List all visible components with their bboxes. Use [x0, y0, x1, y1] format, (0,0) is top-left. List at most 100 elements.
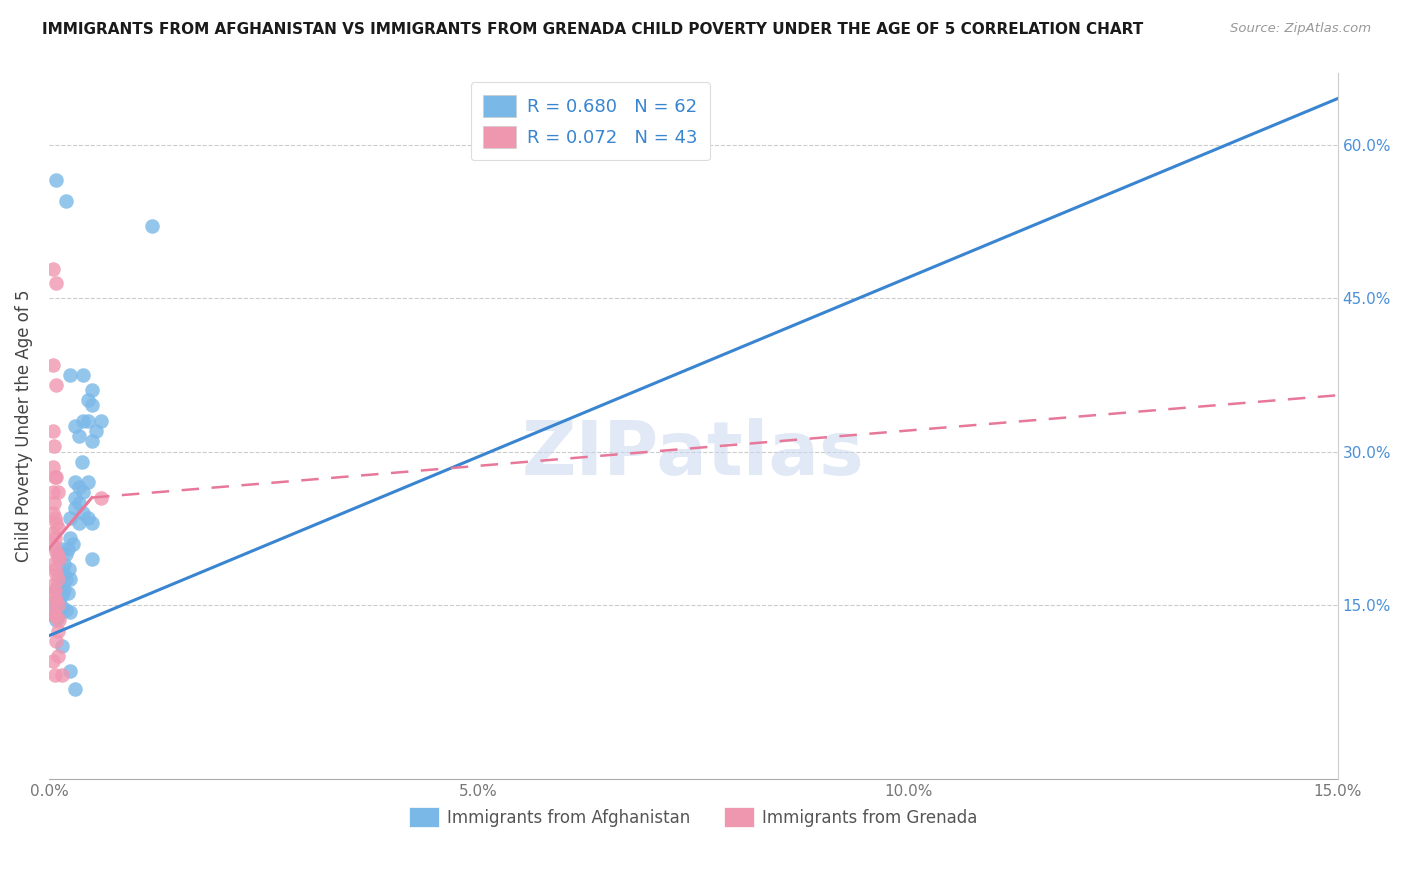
Point	[89, 414, 111, 428]
Y-axis label: Child Poverty Under the Age of 5: Child Poverty Under the Age of 5	[15, 290, 32, 562]
Point	[42, 603, 65, 617]
Point	[59, 605, 82, 619]
Point	[59, 665, 82, 679]
Point	[59, 368, 82, 382]
Point	[46, 485, 69, 500]
Point	[46, 598, 69, 612]
Point	[46, 521, 69, 535]
Point	[42, 424, 65, 438]
Point	[45, 598, 67, 612]
Point	[42, 595, 65, 609]
Point	[89, 491, 111, 505]
Point	[51, 600, 73, 615]
Point	[42, 262, 65, 277]
Point	[42, 588, 65, 602]
Point	[44, 511, 66, 525]
Point	[45, 173, 67, 187]
Point	[45, 516, 67, 530]
Point	[46, 549, 69, 563]
Point	[46, 624, 69, 638]
Point	[70, 455, 93, 469]
Point	[42, 506, 65, 520]
Point	[67, 496, 90, 510]
Point	[44, 470, 66, 484]
Point	[76, 414, 98, 428]
Legend: Immigrants from Afghanistan, Immigrants from Grenada: Immigrants from Afghanistan, Immigrants …	[402, 800, 984, 834]
Text: ZIPatlas: ZIPatlas	[522, 417, 865, 491]
Point	[72, 485, 94, 500]
Point	[59, 511, 82, 525]
Point	[42, 485, 65, 500]
Point	[53, 557, 76, 571]
Point	[63, 681, 86, 696]
Point	[80, 399, 103, 413]
Point	[51, 588, 73, 602]
Point	[63, 419, 86, 434]
Text: Source: ZipAtlas.com: Source: ZipAtlas.com	[1230, 22, 1371, 36]
Point	[76, 393, 98, 408]
Point	[80, 434, 103, 449]
Point	[80, 552, 103, 566]
Point	[46, 577, 69, 591]
Point	[52, 567, 75, 582]
Point	[42, 496, 65, 510]
Point	[72, 414, 94, 428]
Point	[53, 582, 76, 597]
Point	[141, 219, 163, 234]
Point	[42, 608, 65, 623]
Point	[45, 610, 67, 624]
Point	[48, 613, 70, 627]
Point	[55, 573, 77, 587]
Point	[46, 590, 69, 604]
Point	[51, 639, 73, 653]
Point	[44, 667, 66, 681]
Point	[80, 516, 103, 530]
Point	[48, 552, 70, 566]
Point	[44, 582, 66, 597]
Point	[45, 613, 67, 627]
Point	[72, 506, 94, 520]
Point	[76, 475, 98, 490]
Point	[72, 368, 94, 382]
Point	[80, 383, 103, 397]
Point	[42, 539, 65, 553]
Point	[42, 526, 65, 541]
Point	[51, 567, 73, 582]
Point	[45, 567, 67, 582]
Point	[58, 562, 80, 576]
Point	[51, 667, 73, 681]
Point	[49, 580, 72, 594]
Point	[48, 593, 70, 607]
Point	[42, 358, 65, 372]
Point	[55, 603, 77, 617]
Point	[45, 582, 67, 597]
Point	[62, 536, 84, 550]
Point	[42, 557, 65, 571]
Point	[48, 552, 70, 566]
Point	[45, 633, 67, 648]
Point	[67, 480, 90, 494]
Point	[51, 541, 73, 556]
Point	[46, 610, 69, 624]
Point	[45, 593, 67, 607]
Point	[44, 532, 66, 546]
Point	[63, 475, 86, 490]
Point	[45, 470, 67, 484]
Point	[44, 608, 66, 623]
Point	[45, 276, 67, 290]
Point	[56, 541, 79, 556]
Point	[55, 547, 77, 561]
Point	[67, 516, 90, 530]
Point	[76, 511, 98, 525]
Point	[55, 194, 77, 208]
Point	[42, 439, 65, 453]
Point	[44, 562, 66, 576]
Point	[63, 491, 86, 505]
Point	[59, 532, 82, 546]
Point	[67, 429, 90, 443]
Point	[45, 378, 67, 392]
Point	[46, 573, 69, 587]
Point	[59, 573, 82, 587]
Point	[42, 577, 65, 591]
Point	[46, 649, 69, 664]
